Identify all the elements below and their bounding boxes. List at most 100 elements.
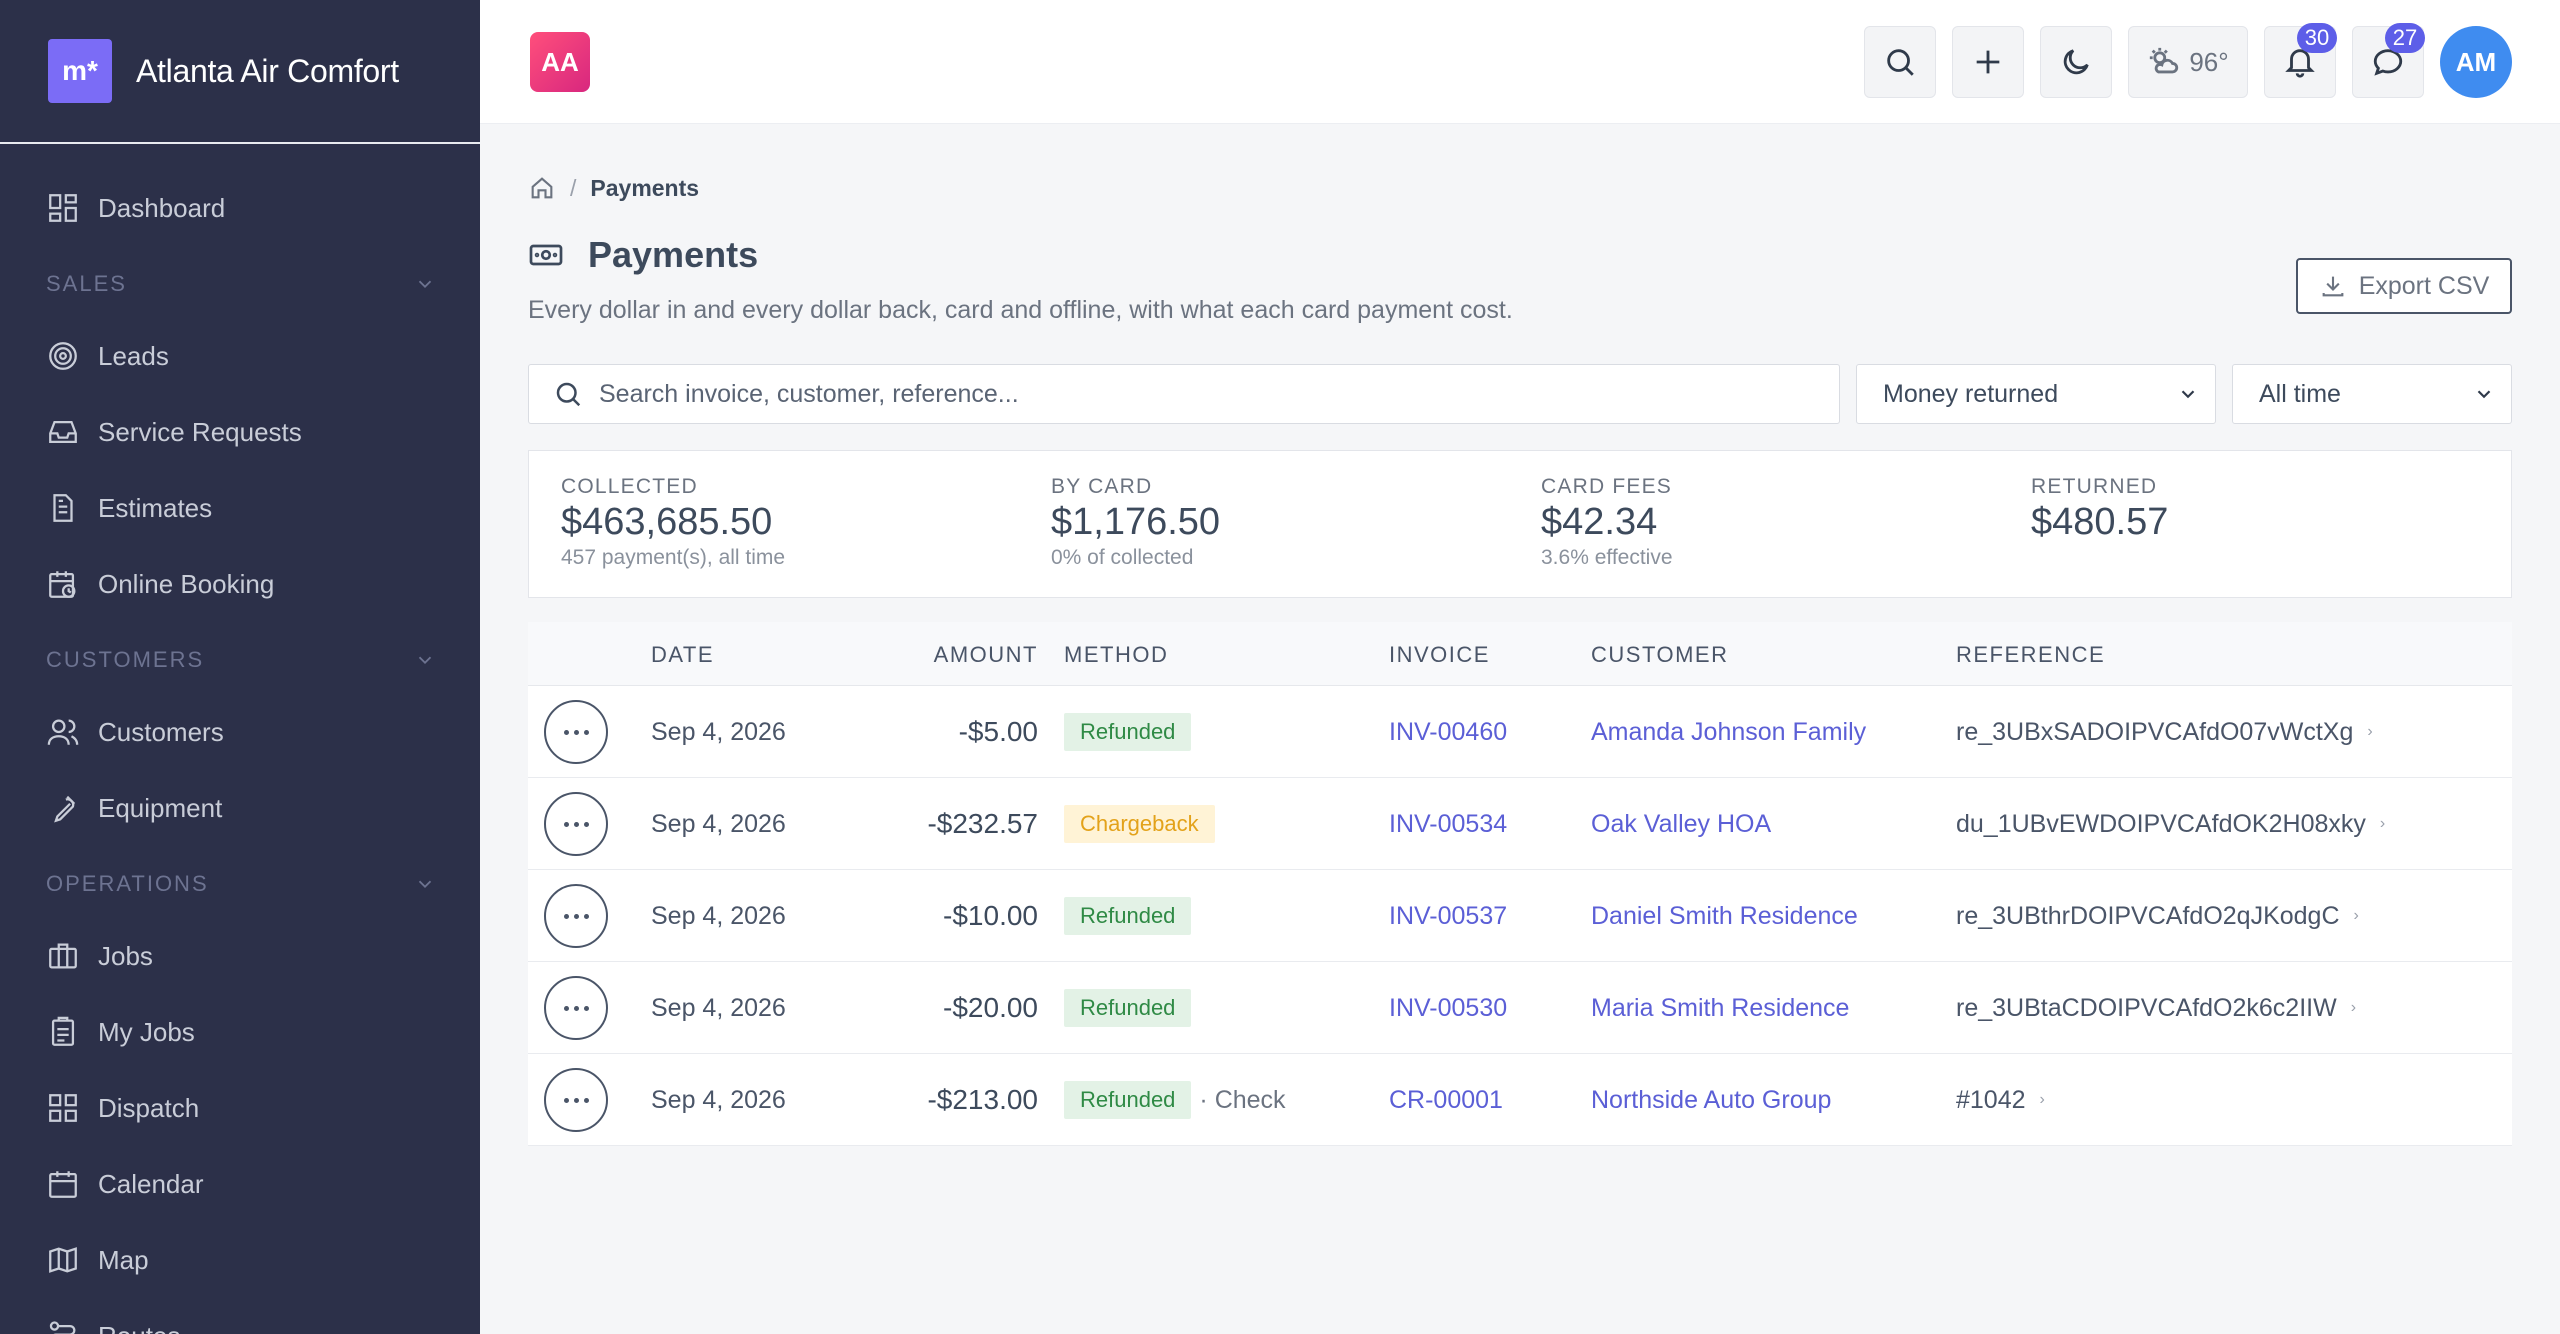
stat-card-fees: CARD FEES $42.34 3.6% effective	[1541, 475, 1673, 570]
document-icon	[53, 494, 73, 522]
invoice-link[interactable]: INV-00534	[1389, 809, 1508, 838]
reference-text: re_3UBthrDOIPVCAfdO2qJKodgC	[1956, 901, 2340, 930]
customer-link[interactable]: Northside Auto Group	[1591, 1085, 1832, 1114]
chat-bubble-icon	[2373, 49, 2403, 76]
weather-widget[interactable]: 96°	[2128, 26, 2248, 98]
nav-section-customers[interactable]: CUSTOMERS	[0, 626, 480, 694]
theme-toggle-button[interactable]	[2040, 26, 2112, 98]
row-actions-button[interactable]	[544, 700, 608, 764]
stats-panel: COLLECTED $463,685.50 457 payment(s), al…	[528, 450, 2512, 598]
sidebar-item-label: Online Booking	[98, 568, 275, 599]
sidebar-item-online-booking[interactable]: Online Booking	[0, 546, 480, 622]
page-title-row: Payments	[528, 234, 758, 276]
reference-text: re_3UBxSADOIPVCAfdO07vWctXg	[1956, 717, 2354, 746]
chevron-down-icon	[418, 880, 432, 889]
sidebar-item-routes[interactable]: Routes	[0, 1298, 480, 1334]
user-avatar[interactable]: AM	[2440, 26, 2512, 98]
method-badge: Refunded	[1064, 713, 1192, 751]
reference-text: #1042	[1956, 1085, 2026, 1114]
download-icon	[2322, 276, 2344, 297]
search-box[interactable]	[528, 364, 1840, 424]
invoice-link[interactable]: INV-00537	[1389, 901, 1508, 930]
nav-section-sales[interactable]: SALES	[0, 250, 480, 318]
customer-link[interactable]: Daniel Smith Residence	[1591, 901, 1858, 930]
payment-date: Sep 4, 2026	[651, 901, 786, 930]
payment-method: Refunded	[1064, 962, 1199, 1054]
stat-label: COLLECTED	[561, 475, 698, 498]
sidebar-item-estimates[interactable]: Estimates	[0, 470, 480, 546]
topbar: AA 96° 30 27 AM	[480, 0, 2560, 124]
chevron-right-icon: ›	[2350, 999, 2357, 1016]
type-filter-value: Money returned	[1883, 379, 2059, 408]
row-actions-button[interactable]	[544, 1068, 608, 1132]
invoice-link[interactable]: INV-00530	[1389, 993, 1508, 1022]
table-row: Sep 4, 2026 -$5.00 Refunded INV-00460 Am…	[528, 686, 2512, 778]
payment-reference[interactable]: #1042 ›	[1956, 1054, 2045, 1146]
table-body: Sep 4, 2026 -$5.00 Refunded INV-00460 Am…	[528, 686, 2512, 1146]
brand[interactable]: m* Atlanta Air Comfort	[0, 0, 480, 144]
sidebar-item-dashboard[interactable]: Dashboard	[0, 170, 480, 246]
home-icon[interactable]	[528, 174, 556, 202]
row-actions-button[interactable]	[544, 792, 608, 856]
sidebar-item-dispatch[interactable]: Dispatch	[0, 1070, 480, 1146]
calendar-clock-icon	[49, 571, 76, 598]
sidebar-item-label: Customers	[98, 716, 224, 747]
money-icon	[529, 244, 563, 266]
payment-date: Sep 4, 2026	[651, 993, 786, 1022]
add-button[interactable]	[1952, 26, 2024, 98]
sidebar-item-map[interactable]: Map	[0, 1222, 480, 1298]
sidebar-item-equipment[interactable]: Equipment	[0, 770, 480, 846]
nav-section-operations[interactable]: OPERATIONS	[0, 850, 480, 918]
chevron-right-icon: ›	[2353, 907, 2359, 924]
stat-note: 457 payment(s), all time	[561, 546, 786, 569]
payment-date: Sep 4, 2026	[651, 809, 786, 838]
column-header-amount[interactable]: AMOUNT	[933, 642, 1038, 667]
table-row: Sep 4, 2026 -$213.00 Refunded · Check CR…	[528, 1054, 2512, 1146]
customer-link[interactable]: Maria Smith Residence	[1591, 993, 1850, 1022]
messages-count-badge: 27	[2385, 23, 2425, 53]
column-header-customer[interactable]: CUSTOMER	[1591, 642, 1729, 667]
app-badge[interactable]: AA	[530, 32, 590, 92]
payment-reference[interactable]: du_1UBvEWDOIPVCAfdOK2H08xky ›	[1956, 778, 2385, 870]
stat-label: CARD FEES	[1541, 475, 1672, 498]
search-button[interactable]	[1864, 26, 1936, 98]
column-header-date[interactable]: DATE	[651, 642, 715, 667]
customer-link[interactable]: Amanda Johnson Family	[1591, 717, 1867, 746]
routes-icon	[49, 1321, 76, 1334]
sidebar-item-service-requests[interactable]: Service Requests	[0, 394, 480, 470]
row-actions-button[interactable]	[544, 976, 608, 1040]
payment-reference[interactable]: re_3UBtaCDOIPVCAfdO2k6c2IIW ›	[1956, 962, 2356, 1054]
notifications-button[interactable]: 30	[2264, 23, 2337, 98]
column-header-invoice[interactable]: INVOICE	[1389, 642, 1490, 667]
messages-button[interactable]: 27	[2352, 23, 2425, 98]
reference-text: re_3UBtaCDOIPVCAfdO2k6c2IIW	[1956, 993, 2337, 1022]
payment-reference[interactable]: re_3UBxSADOIPVCAfdO07vWctXg ›	[1956, 686, 2373, 778]
payment-date: Sep 4, 2026	[651, 717, 786, 746]
column-header-reference[interactable]: REFERENCE	[1956, 642, 2106, 667]
period-filter-select[interactable]: All time	[2232, 364, 2512, 424]
invoice-link[interactable]: INV-00460	[1389, 717, 1508, 746]
search-input[interactable]	[599, 379, 1799, 409]
sidebar: m* Atlanta Air Comfort Dashboard SALES L…	[0, 0, 480, 1334]
sidebar-item-label: Dispatch	[98, 1092, 200, 1123]
payment-reference[interactable]: re_3UBthrDOIPVCAfdO2qJKodgC ›	[1956, 870, 2359, 962]
sidebar-item-customers[interactable]: Customers	[0, 694, 480, 770]
sidebar-item-calendar[interactable]: Calendar	[0, 1146, 480, 1222]
sidebar-item-jobs[interactable]: Jobs	[0, 918, 480, 994]
table-row: Sep 4, 2026 -$20.00 Refunded INV-00530 M…	[528, 962, 2512, 1054]
nav-section-title: CUSTOMERS	[46, 647, 205, 672]
row-actions-button[interactable]	[544, 884, 608, 948]
type-filter-select[interactable]: Money returned	[1856, 364, 2216, 424]
partly-sunny-icon	[2150, 47, 2179, 74]
payments-table: DATE AMOUNT METHOD INVOICE CUSTOMER REFE…	[528, 622, 2512, 1146]
invoice-link[interactable]: CR-00001	[1389, 1085, 1503, 1114]
column-header-method[interactable]: METHOD	[1064, 642, 1169, 667]
export-csv-button[interactable]: Export CSV	[2296, 258, 2512, 314]
nav-section-title: OPERATIONS	[46, 871, 209, 896]
sidebar-item-leads[interactable]: Leads	[0, 318, 480, 394]
customer-link[interactable]: Oak Valley HOA	[1591, 809, 1772, 838]
payment-method: Refunded	[1064, 870, 1199, 962]
sidebar-item-my-jobs[interactable]: My Jobs	[0, 994, 480, 1070]
inbox-icon	[49, 420, 77, 444]
stat-by-card: BY CARD $1,176.50 0% of collected	[1051, 475, 1220, 570]
